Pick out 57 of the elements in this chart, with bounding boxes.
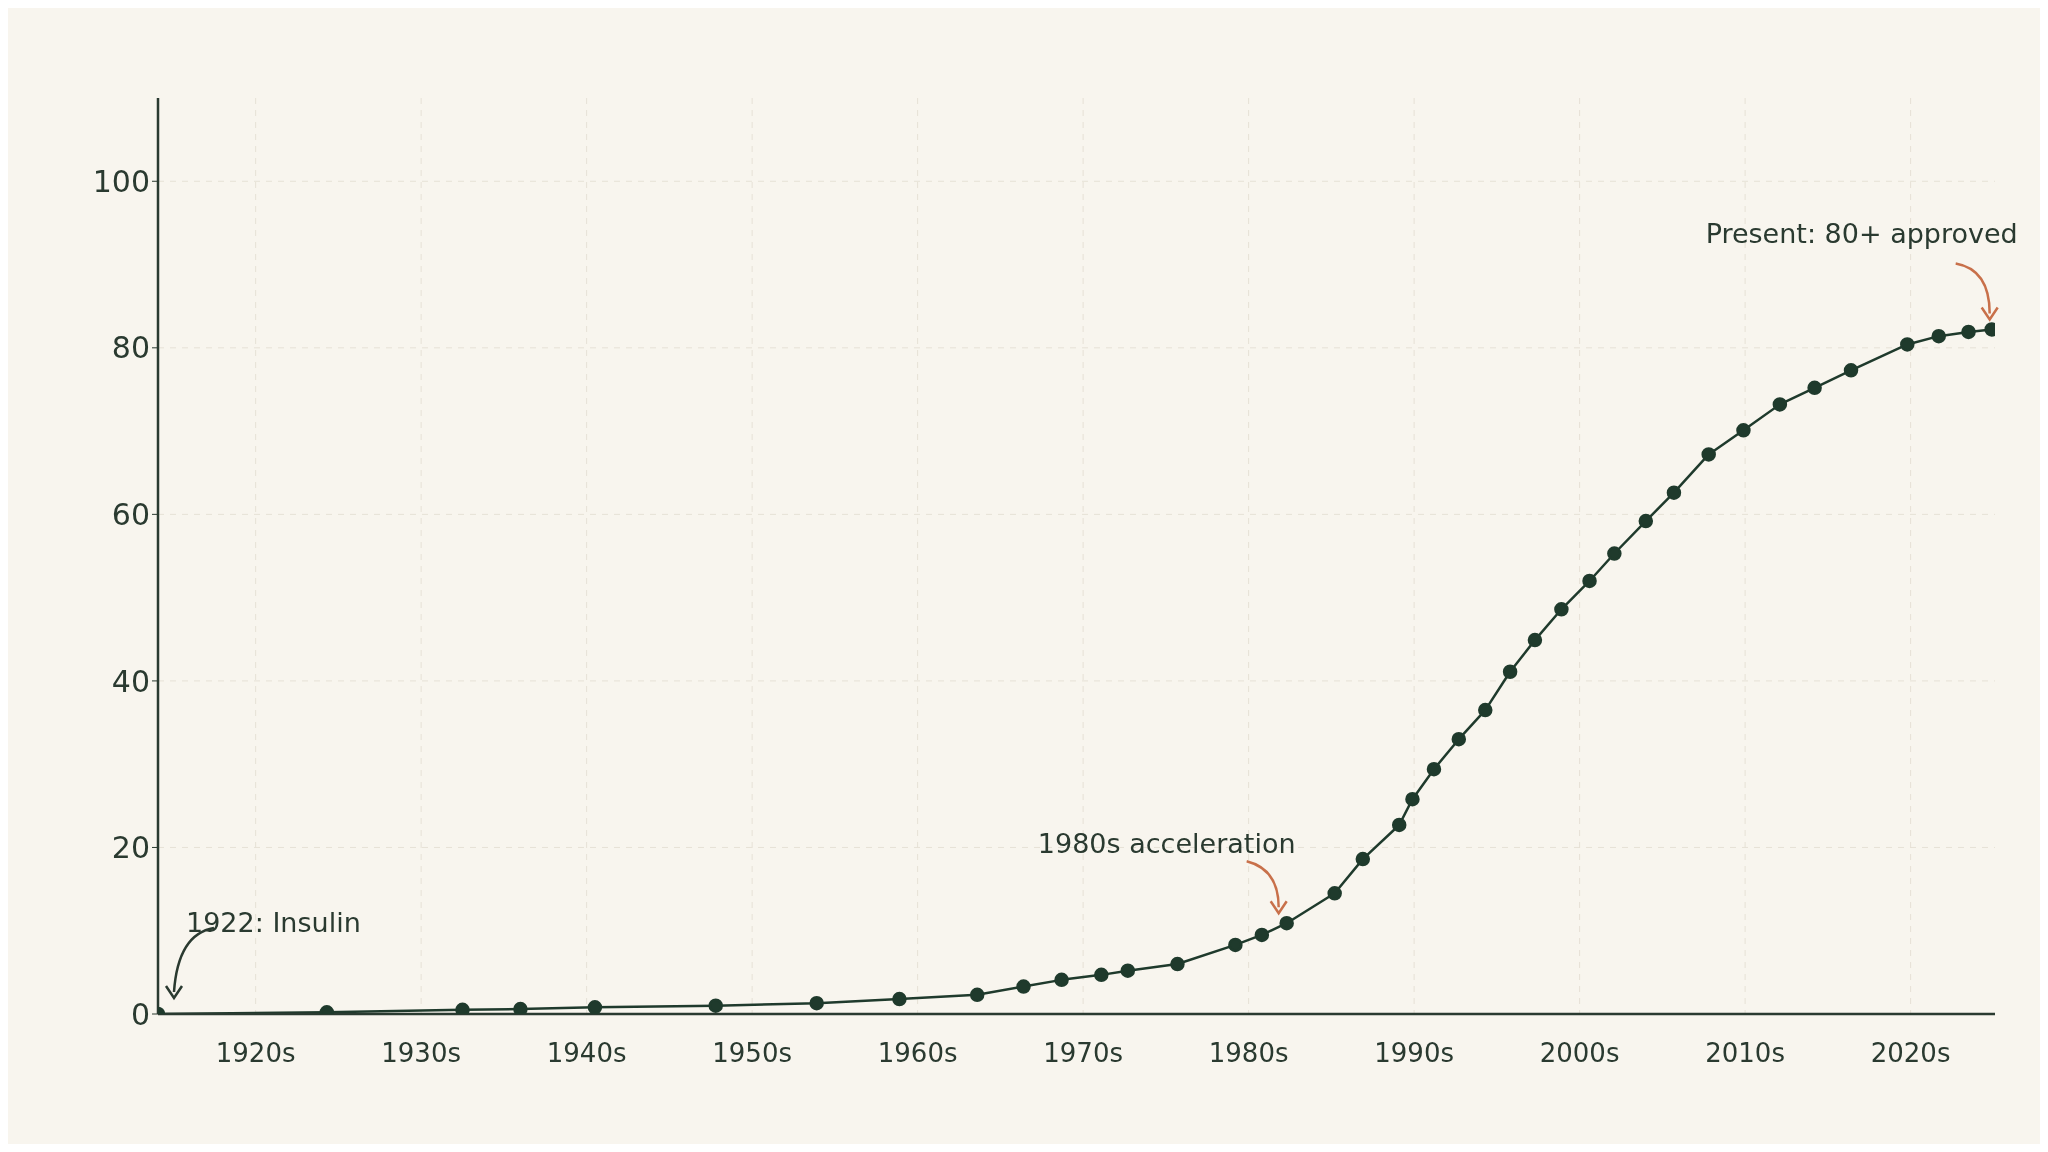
x-tick-label: 1930s	[381, 1038, 461, 1069]
y-tick-label: 40	[111, 663, 150, 699]
point	[1527, 632, 1543, 648]
point	[892, 991, 907, 1007]
point	[708, 998, 723, 1013]
point	[1961, 324, 1976, 340]
x-tick-label: 1950s	[712, 1038, 792, 1069]
x-tick-label: 1960s	[877, 1038, 958, 1069]
annotation: 1922: Insulin	[186, 907, 361, 938]
point	[1807, 380, 1822, 396]
point	[1607, 546, 1622, 561]
point	[1391, 817, 1407, 833]
point	[1554, 602, 1569, 617]
point	[1120, 963, 1136, 978]
point	[1843, 363, 1859, 378]
x-tick-label: 2000s	[1539, 1038, 1620, 1069]
point	[1054, 972, 1069, 988]
y-tick-label: 100	[92, 163, 150, 199]
point	[1254, 927, 1270, 943]
point	[513, 1001, 528, 1014]
annotation: 1980s acceleration	[1037, 828, 1296, 860]
point	[1931, 328, 1946, 344]
x-tick-label: 1980s	[1208, 1038, 1289, 1069]
point	[1170, 956, 1185, 972]
x-tick-label: 2010s	[1705, 1038, 1785, 1069]
y-tick-label: 80	[111, 330, 150, 366]
point	[1426, 761, 1442, 777]
point	[809, 995, 824, 1011]
point	[1478, 702, 1493, 718]
point	[1582, 573, 1597, 589]
y-tick-label: 20	[111, 830, 150, 866]
point	[1355, 851, 1371, 867]
point	[587, 1000, 603, 1014]
x-tick-label: 1920s	[215, 1038, 296, 1069]
point	[1327, 886, 1342, 901]
x-tick-label: 2020s	[1870, 1038, 1951, 1069]
point	[1451, 731, 1467, 747]
point	[1016, 979, 1031, 994]
point	[1666, 485, 1682, 500]
x-tick-label: 1940s	[546, 1038, 627, 1069]
x-tick-label: 1990s	[1374, 1038, 1454, 1069]
point	[1900, 337, 1915, 352]
point	[455, 1002, 470, 1014]
point	[1279, 915, 1294, 931]
point	[1502, 664, 1518, 679]
point	[1405, 791, 1420, 807]
y-tick-label: 0	[130, 996, 150, 1032]
annotation: Present: 80+ approved	[1705, 218, 2018, 250]
point	[969, 987, 985, 1003]
y-tick-label: 60	[111, 497, 150, 533]
point	[1736, 423, 1751, 438]
point	[1772, 397, 1788, 412]
point	[1701, 447, 1716, 462]
x-tick-label: 1970s	[1043, 1038, 1123, 1069]
point	[1638, 513, 1654, 529]
point	[1228, 937, 1243, 953]
point	[1094, 967, 1109, 983]
